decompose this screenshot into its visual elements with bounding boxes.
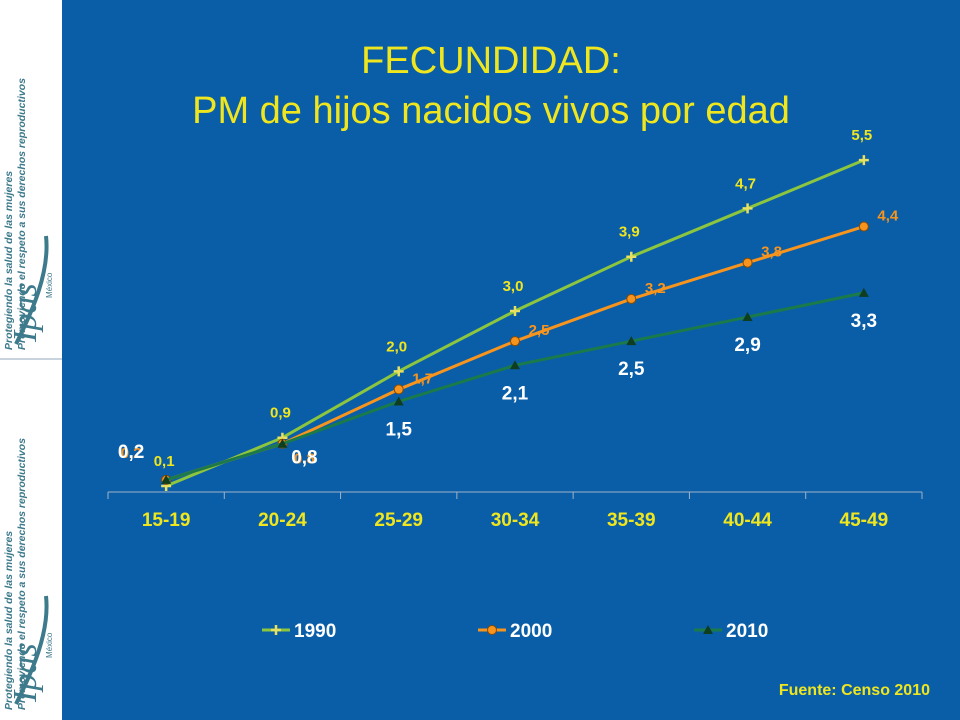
data-label-2000: 3,2 [645, 280, 666, 297]
data-point-2000 [626, 293, 637, 304]
data-label-1990: 2,0 [386, 338, 407, 355]
ipas-brand-mark-icon: Ipas México [7, 235, 54, 345]
data-point-2010 [277, 438, 288, 448]
data-label-2000: 3,8 [761, 244, 782, 261]
data-point-1990 [510, 306, 520, 316]
data-label-2000: 0,8 [294, 451, 315, 468]
x-tick-label: 25-29 [374, 510, 423, 531]
series-line-1990 [165, 158, 865, 488]
ipas-brand-name: Ipas [7, 283, 44, 343]
ipas-logo-top: Protegiendo la salud de las mujeres Prom… [0, 0, 62, 358]
data-point-2010 [742, 312, 753, 322]
data-point-2000 [510, 336, 520, 347]
x-tick-label: 35-39 [607, 510, 656, 531]
data-point-1990 [393, 366, 404, 377]
ipas-logo-bottom: Protegiendo la salud de las mujeres Prom… [0, 360, 62, 718]
data-point-2010 [626, 336, 637, 346]
data-label-2000: 1,7 [412, 370, 433, 387]
ipas-brand-sub: México [45, 272, 54, 298]
sidebar-divider [0, 358, 62, 360]
legend-label-2000: 2000 [510, 621, 552, 642]
data-label-2010: 2,5 [618, 359, 645, 380]
data-label-2000: 2,5 [529, 322, 550, 339]
data-label-2000: 4,4 [877, 208, 899, 225]
sidebar: Protegiendo la salud de las mujeres Prom… [0, 0, 62, 720]
source-note: Fuente: Censo 2010 [778, 682, 930, 699]
data-label-2010: 1,5 [386, 420, 413, 441]
legend-marker-1990 [271, 625, 281, 635]
title-line1: FECUNDIDAD: [361, 40, 621, 82]
data-label-2010: 2,1 [502, 383, 529, 404]
data-label-2000: 0,2 [121, 445, 142, 462]
ipas-brand-sub: México [45, 632, 54, 658]
data-label-1990: 5,5 [851, 127, 872, 144]
data-point-1990 [742, 203, 753, 214]
chart-title: FECUNDIDAD: PM de hijos nacidos vivos po… [62, 36, 960, 136]
data-label-2010: 2,9 [734, 335, 760, 356]
data-point-2010 [858, 287, 869, 297]
data-label-2010: 0,2 [118, 442, 144, 463]
data-label-1990: 0,1 [154, 453, 175, 470]
data-label-2010: 0,8 [291, 448, 317, 469]
data-point-2010 [510, 360, 520, 370]
data-point-2000 [393, 384, 404, 395]
data-point-2000 [742, 257, 753, 268]
data-label-1990: 0,9 [270, 405, 291, 422]
data-point-2000 [858, 221, 869, 232]
legend-marker-2010 [703, 625, 713, 634]
legend-marker-2000 [487, 625, 497, 635]
x-tick-label: 20-24 [258, 510, 307, 531]
ipas-brand-name: Ipas [7, 643, 44, 703]
legend-label-1990: 1990 [294, 621, 336, 642]
data-label-1990: 4,7 [735, 175, 756, 192]
data-label-2010: 3,3 [851, 311, 877, 332]
ipas-brand-mark-icon: Ipas México [7, 595, 54, 705]
legend-label-2010: 2010 [726, 621, 768, 642]
x-tick-label: 30-34 [491, 510, 540, 531]
data-point-1990 [858, 155, 869, 166]
x-tick-label: 45-49 [840, 510, 889, 531]
title-line2: PM de hijos nacidos vivos por edad [192, 90, 790, 132]
data-point-2010 [161, 474, 172, 484]
data-label-1990: 3,9 [619, 224, 640, 241]
data-label-1990: 3,0 [503, 278, 524, 295]
data-point-2010 [393, 396, 404, 406]
x-tick-label: 15-19 [142, 510, 191, 531]
x-tick-label: 40-44 [723, 510, 772, 531]
data-point-1990 [626, 251, 637, 262]
